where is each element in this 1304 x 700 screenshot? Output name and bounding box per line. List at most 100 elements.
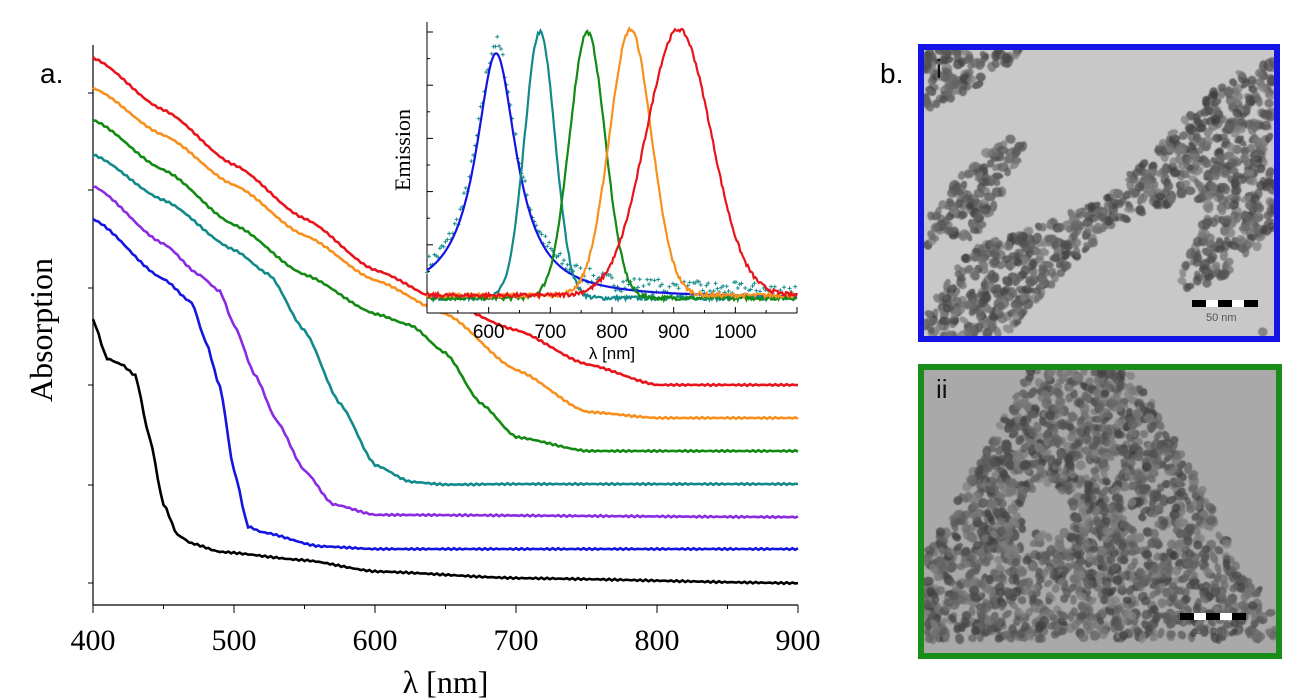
emission-data-point bbox=[739, 281, 744, 286]
emission-data-point bbox=[537, 230, 542, 235]
absorption-curve-6 bbox=[91, 318, 799, 586]
emission-data-point bbox=[750, 284, 755, 289]
emission-data-point bbox=[637, 277, 642, 282]
emission-data-point bbox=[674, 282, 679, 287]
emission-data-point bbox=[426, 254, 431, 259]
emission-data-point bbox=[743, 285, 748, 290]
absorption-curve-4 bbox=[92, 185, 799, 520]
emission-data-point bbox=[560, 261, 565, 266]
emission-data-point bbox=[545, 244, 550, 249]
emission-data-point bbox=[687, 280, 692, 285]
inset-x-tick-label: 1000 bbox=[714, 322, 756, 343]
emission-data-point bbox=[647, 282, 651, 287]
inset-x-tick-label: 900 bbox=[658, 322, 690, 343]
emission-data-point bbox=[443, 239, 448, 244]
emission-data-point bbox=[726, 289, 731, 294]
emission-data-point bbox=[548, 246, 553, 251]
emission-data-point bbox=[752, 281, 757, 286]
emission-curve-3 bbox=[425, 25, 798, 300]
emission-data-point bbox=[700, 288, 705, 293]
emission-data-point bbox=[454, 217, 459, 222]
emission-data-point bbox=[495, 34, 500, 39]
emission-data-point bbox=[676, 286, 681, 291]
emission-data-point bbox=[513, 131, 518, 136]
emission-data-point bbox=[656, 277, 661, 282]
emission-data-point bbox=[610, 275, 614, 280]
emission-data-point bbox=[748, 287, 753, 292]
x-tick-label: 800 bbox=[635, 624, 680, 657]
tem-image-ii: ii 50 nm bbox=[918, 364, 1282, 659]
x-tick-label: 400 bbox=[71, 624, 116, 657]
emission-data-point bbox=[447, 231, 452, 236]
emission-data-point bbox=[715, 286, 720, 291]
emission-data-point bbox=[463, 185, 468, 190]
emission-data-point bbox=[713, 281, 718, 286]
emission-data-point bbox=[754, 288, 759, 293]
emission-data-point bbox=[696, 279, 701, 284]
inset-background bbox=[427, 22, 801, 313]
emission-data-point bbox=[772, 284, 777, 289]
emission-data-point bbox=[469, 159, 474, 164]
panel-a-label: a. bbox=[40, 58, 64, 89]
emission-data-point bbox=[635, 285, 640, 290]
emission-data-point bbox=[558, 251, 563, 256]
emission-data-point bbox=[621, 279, 626, 284]
emission-data-point bbox=[574, 263, 579, 268]
emission-data-point bbox=[659, 282, 664, 287]
x-tick-label: 600 bbox=[353, 624, 398, 657]
emission-data-point bbox=[708, 289, 713, 294]
inset-x-axis-label: λ [nm] bbox=[589, 344, 635, 363]
emission-data-point bbox=[737, 282, 742, 287]
emission-data-point bbox=[561, 258, 566, 263]
emission-data-point bbox=[652, 278, 657, 283]
emission-data-point bbox=[539, 232, 544, 237]
emission-data-point bbox=[452, 221, 457, 226]
emission-data-point bbox=[500, 52, 505, 57]
x-tick-label: 700 bbox=[494, 624, 539, 657]
emission-data-point bbox=[436, 255, 441, 260]
emission-data-point bbox=[704, 283, 709, 288]
emission-data-point bbox=[693, 281, 698, 286]
emission-data-point bbox=[458, 207, 463, 212]
emission-data-point bbox=[782, 285, 787, 290]
emission-data-point bbox=[608, 273, 613, 278]
emission-curve-4 bbox=[426, 27, 799, 301]
scale-bar bbox=[1192, 300, 1258, 307]
emission-data-point bbox=[724, 284, 729, 289]
emission-data-point bbox=[445, 237, 450, 242]
emission-data-point bbox=[547, 240, 552, 245]
emission-data-point bbox=[619, 289, 624, 294]
emission-data-point bbox=[632, 276, 637, 281]
emission-data-point bbox=[648, 277, 653, 282]
tem-label-i: i bbox=[936, 54, 942, 84]
inset-x-tick-label: 600 bbox=[473, 322, 505, 343]
emission-data-point bbox=[565, 262, 570, 267]
emission-data-point bbox=[758, 289, 762, 294]
emission-data-point bbox=[556, 253, 561, 258]
emission-data-point bbox=[484, 70, 489, 75]
emission-data-point bbox=[667, 284, 672, 289]
emission-data-point bbox=[778, 288, 783, 293]
y-axis-label: Absorption bbox=[23, 258, 59, 402]
emission-data-point bbox=[578, 265, 583, 270]
scale-text: 50 nm bbox=[1206, 312, 1237, 324]
emission-data-point bbox=[497, 43, 502, 48]
inset-y-axis-label: Emission bbox=[390, 109, 415, 191]
absorption-curve-2 bbox=[92, 119, 799, 454]
emission-data-point bbox=[706, 281, 711, 286]
x-axis-label: λ [nm] bbox=[403, 664, 489, 700]
tem-image-i: i 50 nm bbox=[918, 44, 1280, 342]
emission-data-point bbox=[591, 273, 596, 278]
emission-data-point bbox=[425, 270, 429, 275]
emission-data-point bbox=[641, 284, 646, 289]
emission-data-point bbox=[733, 280, 738, 285]
tem-label-ii: ii bbox=[936, 374, 948, 404]
x-tick-label: 500 bbox=[212, 624, 257, 657]
emission-data-point bbox=[587, 266, 592, 271]
absorption-curve-3 bbox=[92, 153, 799, 487]
emission-data-point bbox=[493, 44, 498, 49]
emission-data-point bbox=[769, 284, 774, 289]
emission-data-point bbox=[489, 51, 494, 56]
absorption-curve-1 bbox=[92, 86, 799, 421]
